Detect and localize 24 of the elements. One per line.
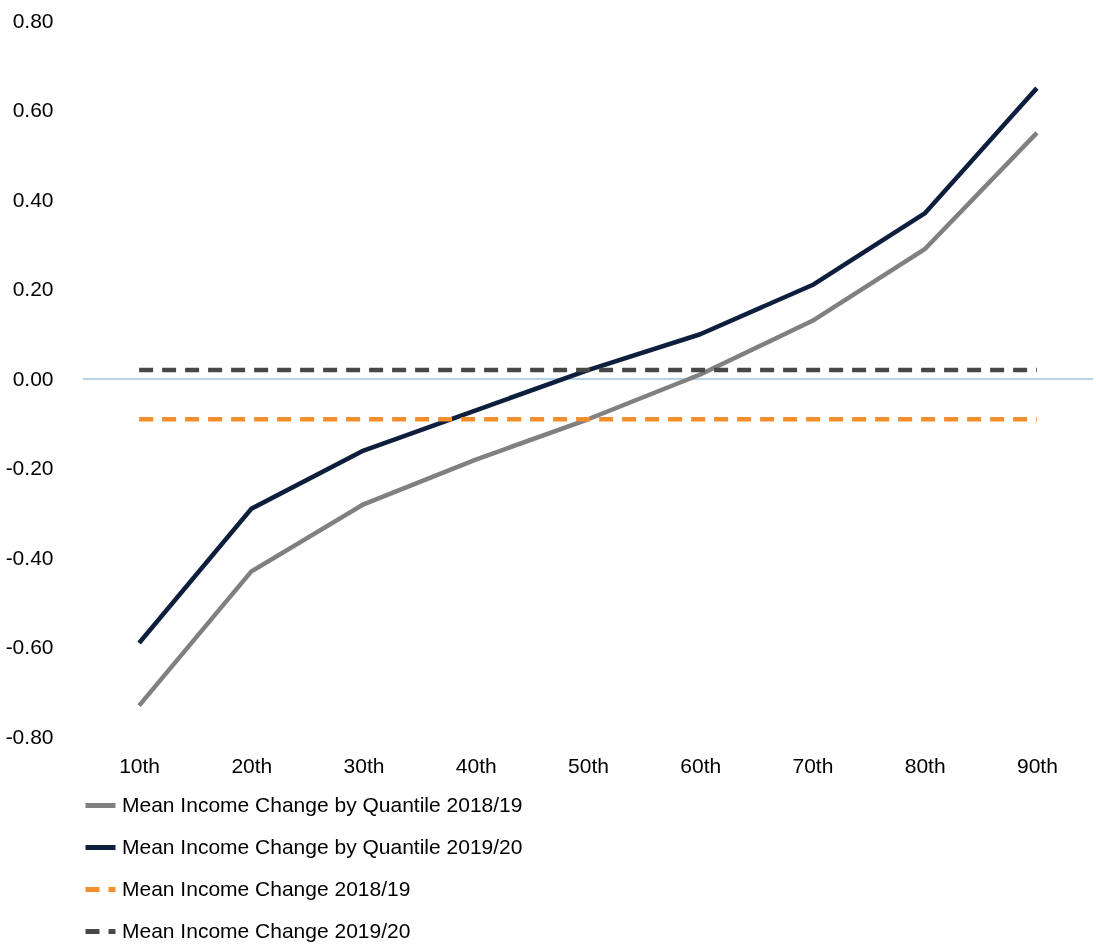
- x-tick-label: 90th: [1016, 753, 1058, 777]
- y-tick-label: 0.40: [12, 187, 54, 211]
- legend-label: Mean Income Change 2018/19: [122, 876, 411, 900]
- x-tick-label: 80th: [904, 753, 946, 777]
- legend-label: Mean Income Change 2019/20: [122, 918, 411, 942]
- x-tick-label: 30th: [343, 753, 385, 777]
- x-tick-label: 50th: [568, 753, 609, 777]
- legend-label: Mean Income Change by Quantile 2018/19: [122, 792, 523, 816]
- x-tick-label: 60th: [680, 753, 722, 777]
- x-tick-label: 10th: [119, 753, 161, 777]
- line-series: [136, 85, 1040, 646]
- y-tick-label: 0.60: [12, 98, 54, 121]
- y-tick-label: 0.80: [12, 8, 54, 32]
- x-tick-label: 40th: [455, 753, 497, 777]
- y-tick-label: -0.80: [5, 724, 54, 748]
- y-tick-label: 0.20: [12, 277, 54, 300]
- line-series: [136, 130, 1040, 708]
- y-tick-label: -0.60: [5, 635, 54, 658]
- x-tick-label: 20th: [231, 753, 273, 777]
- y-tick-label: -0.40: [5, 545, 54, 569]
- y-tick-label: -0.20: [5, 456, 54, 479]
- legend-label: Mean Income Change by Quantile 2019/20: [122, 834, 523, 858]
- x-tick-label: 70th: [792, 753, 834, 777]
- y-tick-label: 0.00: [12, 366, 54, 390]
